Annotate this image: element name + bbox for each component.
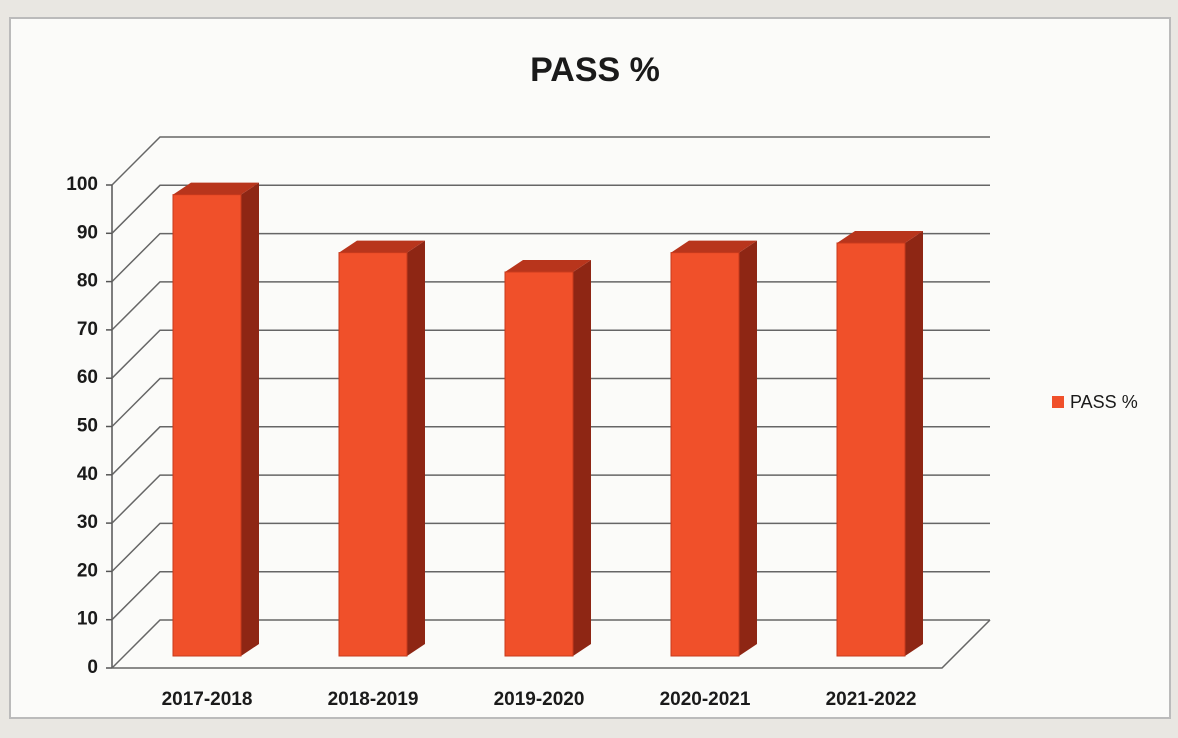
floor-edge bbox=[112, 619, 991, 669]
y-tick-label: 20 bbox=[77, 560, 98, 581]
bar-side bbox=[739, 240, 757, 656]
y-tick-label: 40 bbox=[77, 464, 98, 485]
chart-title: PASS % bbox=[530, 51, 660, 89]
x-tick-label: 2019-2020 bbox=[494, 689, 585, 710]
y-tick-label: 50 bbox=[77, 416, 98, 437]
x-tick-label: 2021-2022 bbox=[826, 689, 917, 710]
grid-line bbox=[111, 232, 990, 283]
bar bbox=[836, 230, 923, 657]
x-tick-label: 2017-2018 bbox=[162, 689, 253, 710]
bar-top bbox=[837, 230, 923, 243]
x-tick-label: 2018-2019 bbox=[328, 689, 419, 710]
bar-front bbox=[836, 242, 906, 657]
bar-side bbox=[407, 240, 425, 656]
y-tick-label: 80 bbox=[77, 271, 98, 292]
bar bbox=[338, 240, 425, 657]
bar-side bbox=[905, 230, 923, 656]
bar bbox=[504, 259, 591, 657]
bar bbox=[670, 240, 757, 657]
bar-top bbox=[339, 240, 425, 253]
y-tick-label: 30 bbox=[77, 512, 98, 533]
grid-line bbox=[111, 184, 990, 234]
grid-line bbox=[111, 136, 990, 186]
legend-swatch bbox=[1052, 396, 1064, 408]
legend-label: PASS % bbox=[1070, 392, 1138, 412]
y-tick-label: 100 bbox=[66, 174, 98, 195]
y-tick-label: 10 bbox=[77, 609, 98, 630]
y-tick-label: 90 bbox=[77, 222, 98, 243]
bar-front bbox=[670, 252, 740, 657]
bar-side bbox=[241, 182, 259, 656]
y-tick-label: 0 bbox=[87, 657, 98, 678]
bar-front bbox=[338, 252, 408, 657]
bar-side bbox=[573, 259, 591, 656]
bar-front bbox=[172, 194, 242, 657]
y-tick-label: 60 bbox=[77, 367, 98, 388]
y-tick-label: 70 bbox=[77, 319, 98, 340]
bar-top bbox=[671, 240, 757, 253]
bar bbox=[172, 182, 259, 657]
x-tick-label: 2020-2021 bbox=[660, 689, 751, 710]
bar-front bbox=[504, 271, 574, 657]
bar-top bbox=[505, 259, 591, 272]
bar-top bbox=[173, 182, 259, 195]
